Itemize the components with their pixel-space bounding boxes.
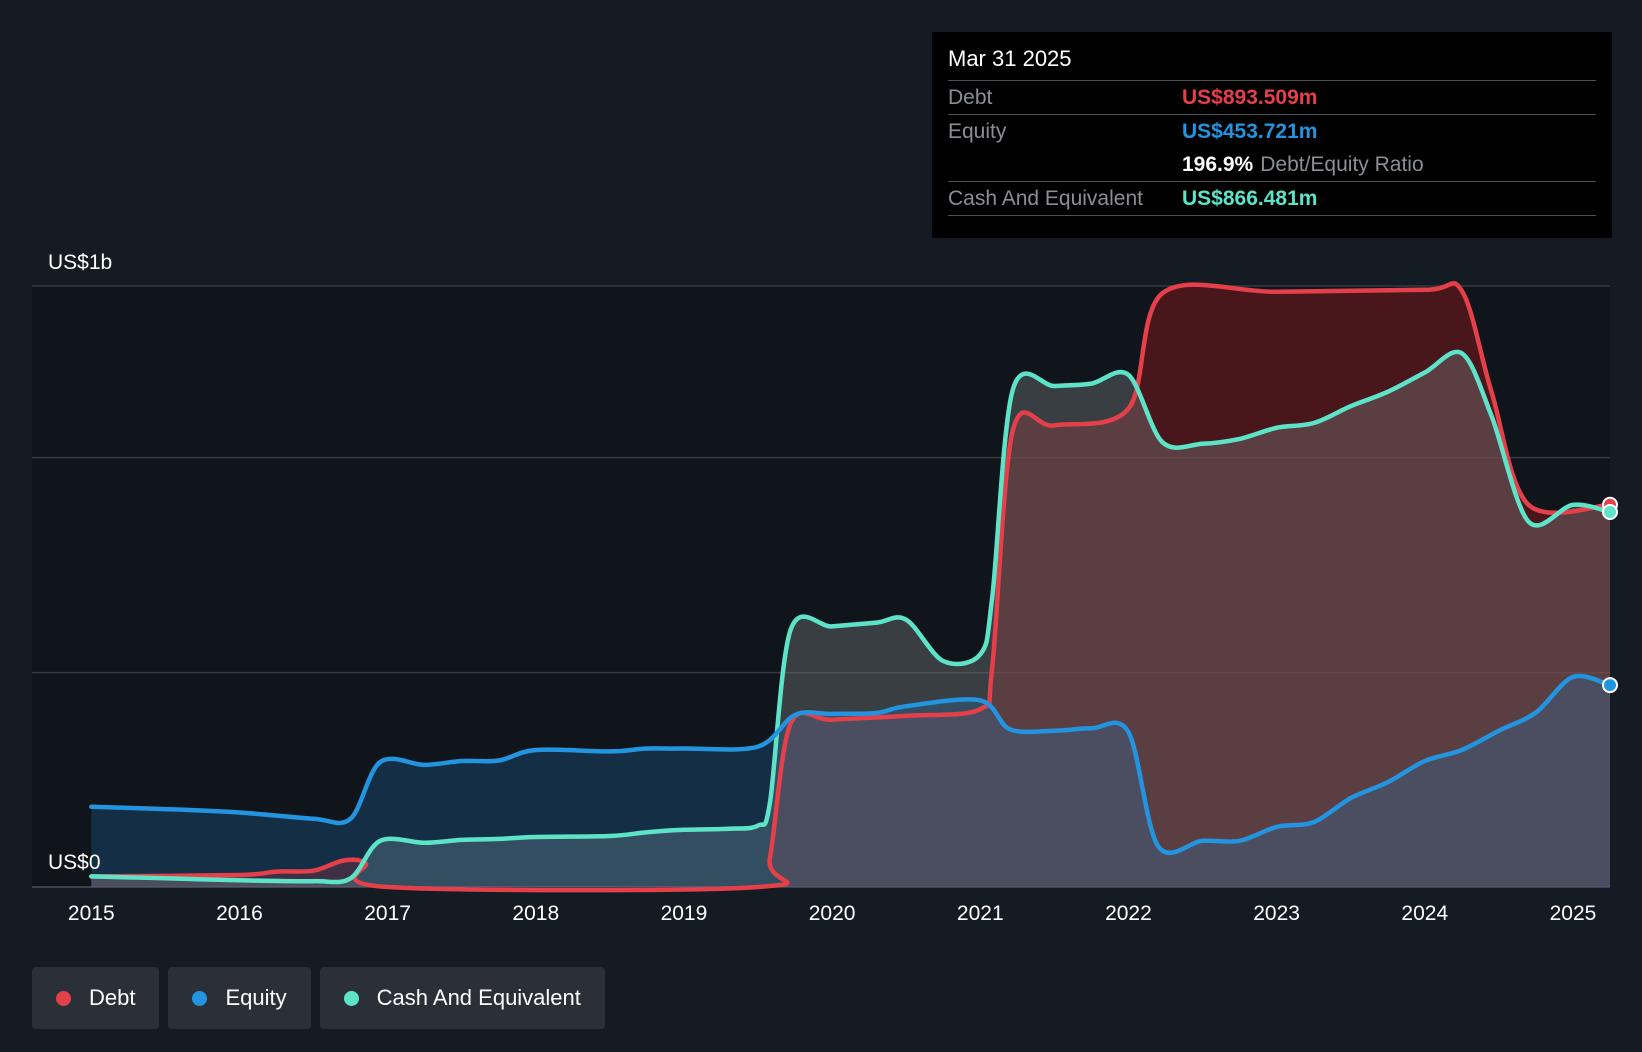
debt-line <box>89 281 1613 893</box>
equity-area <box>91 675 1610 887</box>
tooltip-date: Mar 31 2025 <box>948 46 1072 71</box>
x-tick-label: 2020 <box>809 902 856 925</box>
y-tick-label: US$0 <box>48 851 101 874</box>
legend-item-equity[interactable]: Equity <box>168 967 311 1029</box>
x-tick-label: 2015 <box>68 902 115 925</box>
x-tick-label: 2025 <box>1550 902 1597 925</box>
y-tick-label: US$1b <box>48 251 112 274</box>
tooltip-row-equity: Equity US$453.721m <box>948 114 1596 148</box>
x-tick-label: 2021 <box>957 902 1004 925</box>
tooltip-row-cash: Cash And Equivalent US$866.481m <box>948 181 1596 216</box>
cash-and-equivalent-end-marker <box>1602 503 1618 520</box>
x-tick-label: 2024 <box>1401 902 1448 925</box>
x-tick-label: 2022 <box>1105 902 1152 925</box>
x-tick-label: 2016 <box>216 902 263 925</box>
cash-dot-icon <box>343 990 359 1006</box>
x-tick-label: 2018 <box>512 902 559 925</box>
legend: Debt Equity Cash And Equivalent <box>32 967 614 1029</box>
tooltip-cash-value: US$866.481m <box>1182 186 1318 210</box>
legend-label-equity: Equity <box>225 985 287 1010</box>
series-end-markers <box>1602 496 1618 694</box>
debt-area <box>91 283 1610 891</box>
x-tick-label: 2017 <box>364 902 411 925</box>
tooltip-ratio-value: 196.9% <box>1182 152 1254 176</box>
equity-dot-icon <box>192 990 208 1006</box>
tooltip-debt-value: US$893.509m <box>1182 85 1318 109</box>
x-tick-label: 2019 <box>661 902 708 925</box>
debt-dot-icon <box>56 990 71 1006</box>
tooltip-cash-label: Cash And Equivalent <box>948 186 1143 210</box>
series-areas <box>91 283 1610 891</box>
x-tick-label: 2023 <box>1253 902 1300 925</box>
tooltip-panel: Mar 31 2025 Debt US$893.509m Equity US$4… <box>932 32 1612 238</box>
legend-item-cash[interactable]: Cash And Equivalent <box>319 967 605 1029</box>
equity-line <box>89 673 1613 855</box>
cash-and-equivalent-area <box>91 351 1610 888</box>
equity-end-marker <box>1602 677 1618 694</box>
tooltip-debt-label: Debt <box>948 85 993 109</box>
series-lines <box>89 281 1613 893</box>
tooltip-row-debt: Debt US$893.509m <box>948 80 1596 114</box>
legend-label-cash: Cash And Equivalent <box>376 985 581 1010</box>
tooltip-equity-label: Equity <box>948 119 1007 143</box>
cash-and-equivalent-line <box>89 349 1613 885</box>
axis-labels: 2015 2016 2017 2018 2019 2020 2021 2022 2023 2024… <box>48 251 1596 925</box>
legend-label-debt: Debt <box>89 985 136 1010</box>
legend-item-debt[interactable]: Debt <box>32 967 160 1029</box>
tooltip-row-ratio: 196.9% Debt/Equity Ratio <box>948 148 1596 181</box>
tooltip-ratio-label: Debt/Equity Ratio <box>1260 152 1424 176</box>
tooltip-equity-value: US$453.721m <box>1182 119 1318 143</box>
